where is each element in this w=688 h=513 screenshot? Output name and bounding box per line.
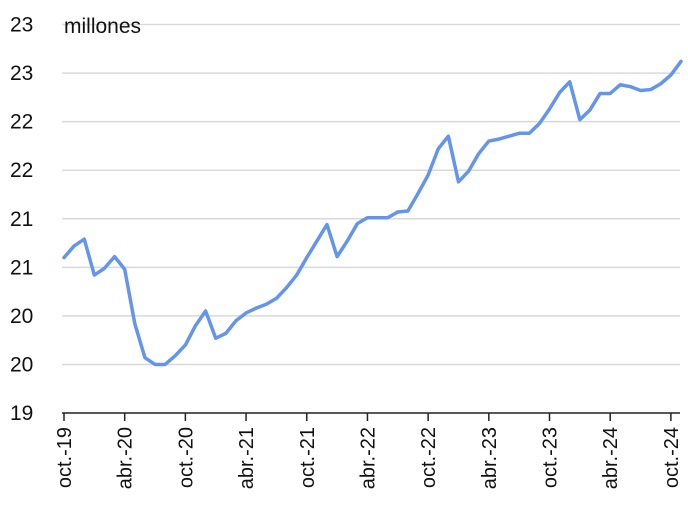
y-tick-label: 23 <box>10 62 33 85</box>
x-tick-label: abr.-24 <box>600 427 622 489</box>
x-tick-label: oct.-21 <box>297 427 319 488</box>
x-tick-label: abr.-22 <box>357 427 379 489</box>
x-tick-label: oct.-20 <box>175 427 197 488</box>
x-tick-label: abr.-20 <box>115 427 137 489</box>
y-tick-label: 22 <box>10 159 33 182</box>
y-tick-label: 21 <box>10 208 33 231</box>
y-tick-label: 22 <box>10 111 33 134</box>
series-line <box>62 59 683 367</box>
x-tick-label: abr.-23 <box>479 427 501 489</box>
x-tick-label: oct.-19 <box>54 427 76 488</box>
y-tick-label: 23 <box>10 14 33 37</box>
series-layer <box>62 59 683 367</box>
x-tick-label: oct.-24 <box>661 427 683 488</box>
y-tick-label: 20 <box>10 353 33 376</box>
y-tick-label: 19 <box>10 402 33 425</box>
x-axis-labels: oct.-19 abr.-20 oct.-20 abr.-21 oct.-21 abr.-… <box>54 427 683 489</box>
x-axis <box>62 412 680 421</box>
unit-label: millones <box>64 15 141 38</box>
x-tick-label: abr.-21 <box>236 427 258 489</box>
y-tick-label: 20 <box>10 305 33 328</box>
gridlines <box>62 23 680 366</box>
x-tick-label: oct.-23 <box>540 427 562 488</box>
y-tick-label: 21 <box>10 256 33 279</box>
x-tick-label: oct.-22 <box>418 427 440 488</box>
y-axis-labels: 19 20 20 21 21 22 22 23 23 <box>10 14 33 426</box>
